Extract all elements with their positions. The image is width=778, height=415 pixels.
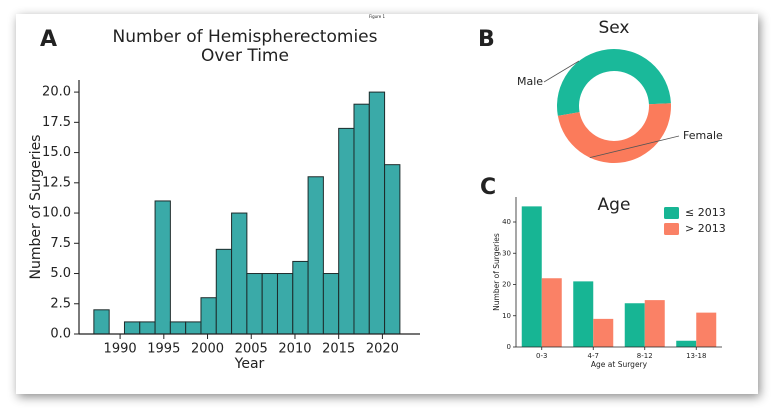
bar [353,103,370,335]
bar [246,273,263,335]
chart-title: Sex [598,18,629,38]
panel-letter: A [40,27,57,52]
bar [292,260,309,335]
bar [521,206,542,347]
slice-label: Female [683,129,723,142]
bar [307,176,324,335]
y-tick-label: 40 [502,218,511,226]
y-tick-label: 17.5 [42,115,71,130]
bar [644,300,665,347]
x-tick-label: 1995 [147,342,180,357]
y-axis-label: Number of Surgeries [28,135,44,280]
bar [185,321,202,335]
bar [384,164,401,335]
bar [368,91,386,335]
slice-label: Male [517,75,543,88]
bar [696,312,717,347]
bar [200,297,217,335]
bar [541,278,562,347]
bar [593,318,614,347]
bar [338,127,355,335]
y-tick-label: 10.0 [42,206,71,221]
y-tick-label: 20.0 [42,85,71,100]
x-tick-label: 2020 [366,342,399,357]
leader-line [589,135,680,159]
bar [93,309,110,335]
legend-swatch [664,207,679,219]
bar [139,321,156,335]
bar [322,273,340,335]
legend-swatch [664,223,679,235]
x-tick-label: 2005 [235,342,268,357]
y-tick-label: 0 [507,343,511,351]
bar [154,200,171,335]
x-axis-label: Year [234,356,265,372]
legend-label: > 2013 [685,222,726,235]
bar [215,248,233,335]
x-tick-label: 2000 [191,342,224,357]
y-tick-label: 15.0 [42,145,71,160]
y-tick-label: 5.0 [50,266,71,281]
y-tick-label: 2.5 [50,296,71,311]
x-axis-label: Age at Surgery [591,360,648,369]
y-tick-label: 12.5 [42,175,71,190]
bar [261,273,278,335]
x-tick-label: 8-12 [637,352,653,360]
bar [676,340,697,347]
y-tick-label: 0.0 [50,327,71,342]
bar [624,303,645,347]
panel-letter: C [480,175,496,200]
bar [573,281,594,347]
bar [169,321,187,335]
y-tick-label: 10 [502,312,511,320]
x-tick-label: 0-3 [536,352,547,360]
x-tick-label: 2015 [322,342,355,357]
x-tick-label: 4-7 [588,352,599,360]
leader-line [543,60,580,83]
y-axis-label: Number of Surgeries [492,233,501,311]
x-tick-label: 13-18 [686,352,706,360]
panel-letter: B [478,27,495,52]
bar [276,273,294,335]
chart-title: Number of Hemispherectomies [113,27,378,47]
bar [231,212,248,335]
donut-slice [557,103,671,163]
chart-title: Over Time [201,46,289,66]
y-tick-label: 7.5 [50,236,71,251]
legend-label: ≤ 2013 [685,206,726,219]
figure-label: Figure 1 [369,14,385,19]
x-tick-label: 2010 [278,342,311,357]
x-tick-label: 1990 [104,342,137,357]
bar [123,321,141,335]
y-tick-label: 30 [502,249,511,257]
chart-title: Age [598,195,631,215]
y-tick-label: 20 [502,281,511,289]
donut-slice [556,48,671,116]
